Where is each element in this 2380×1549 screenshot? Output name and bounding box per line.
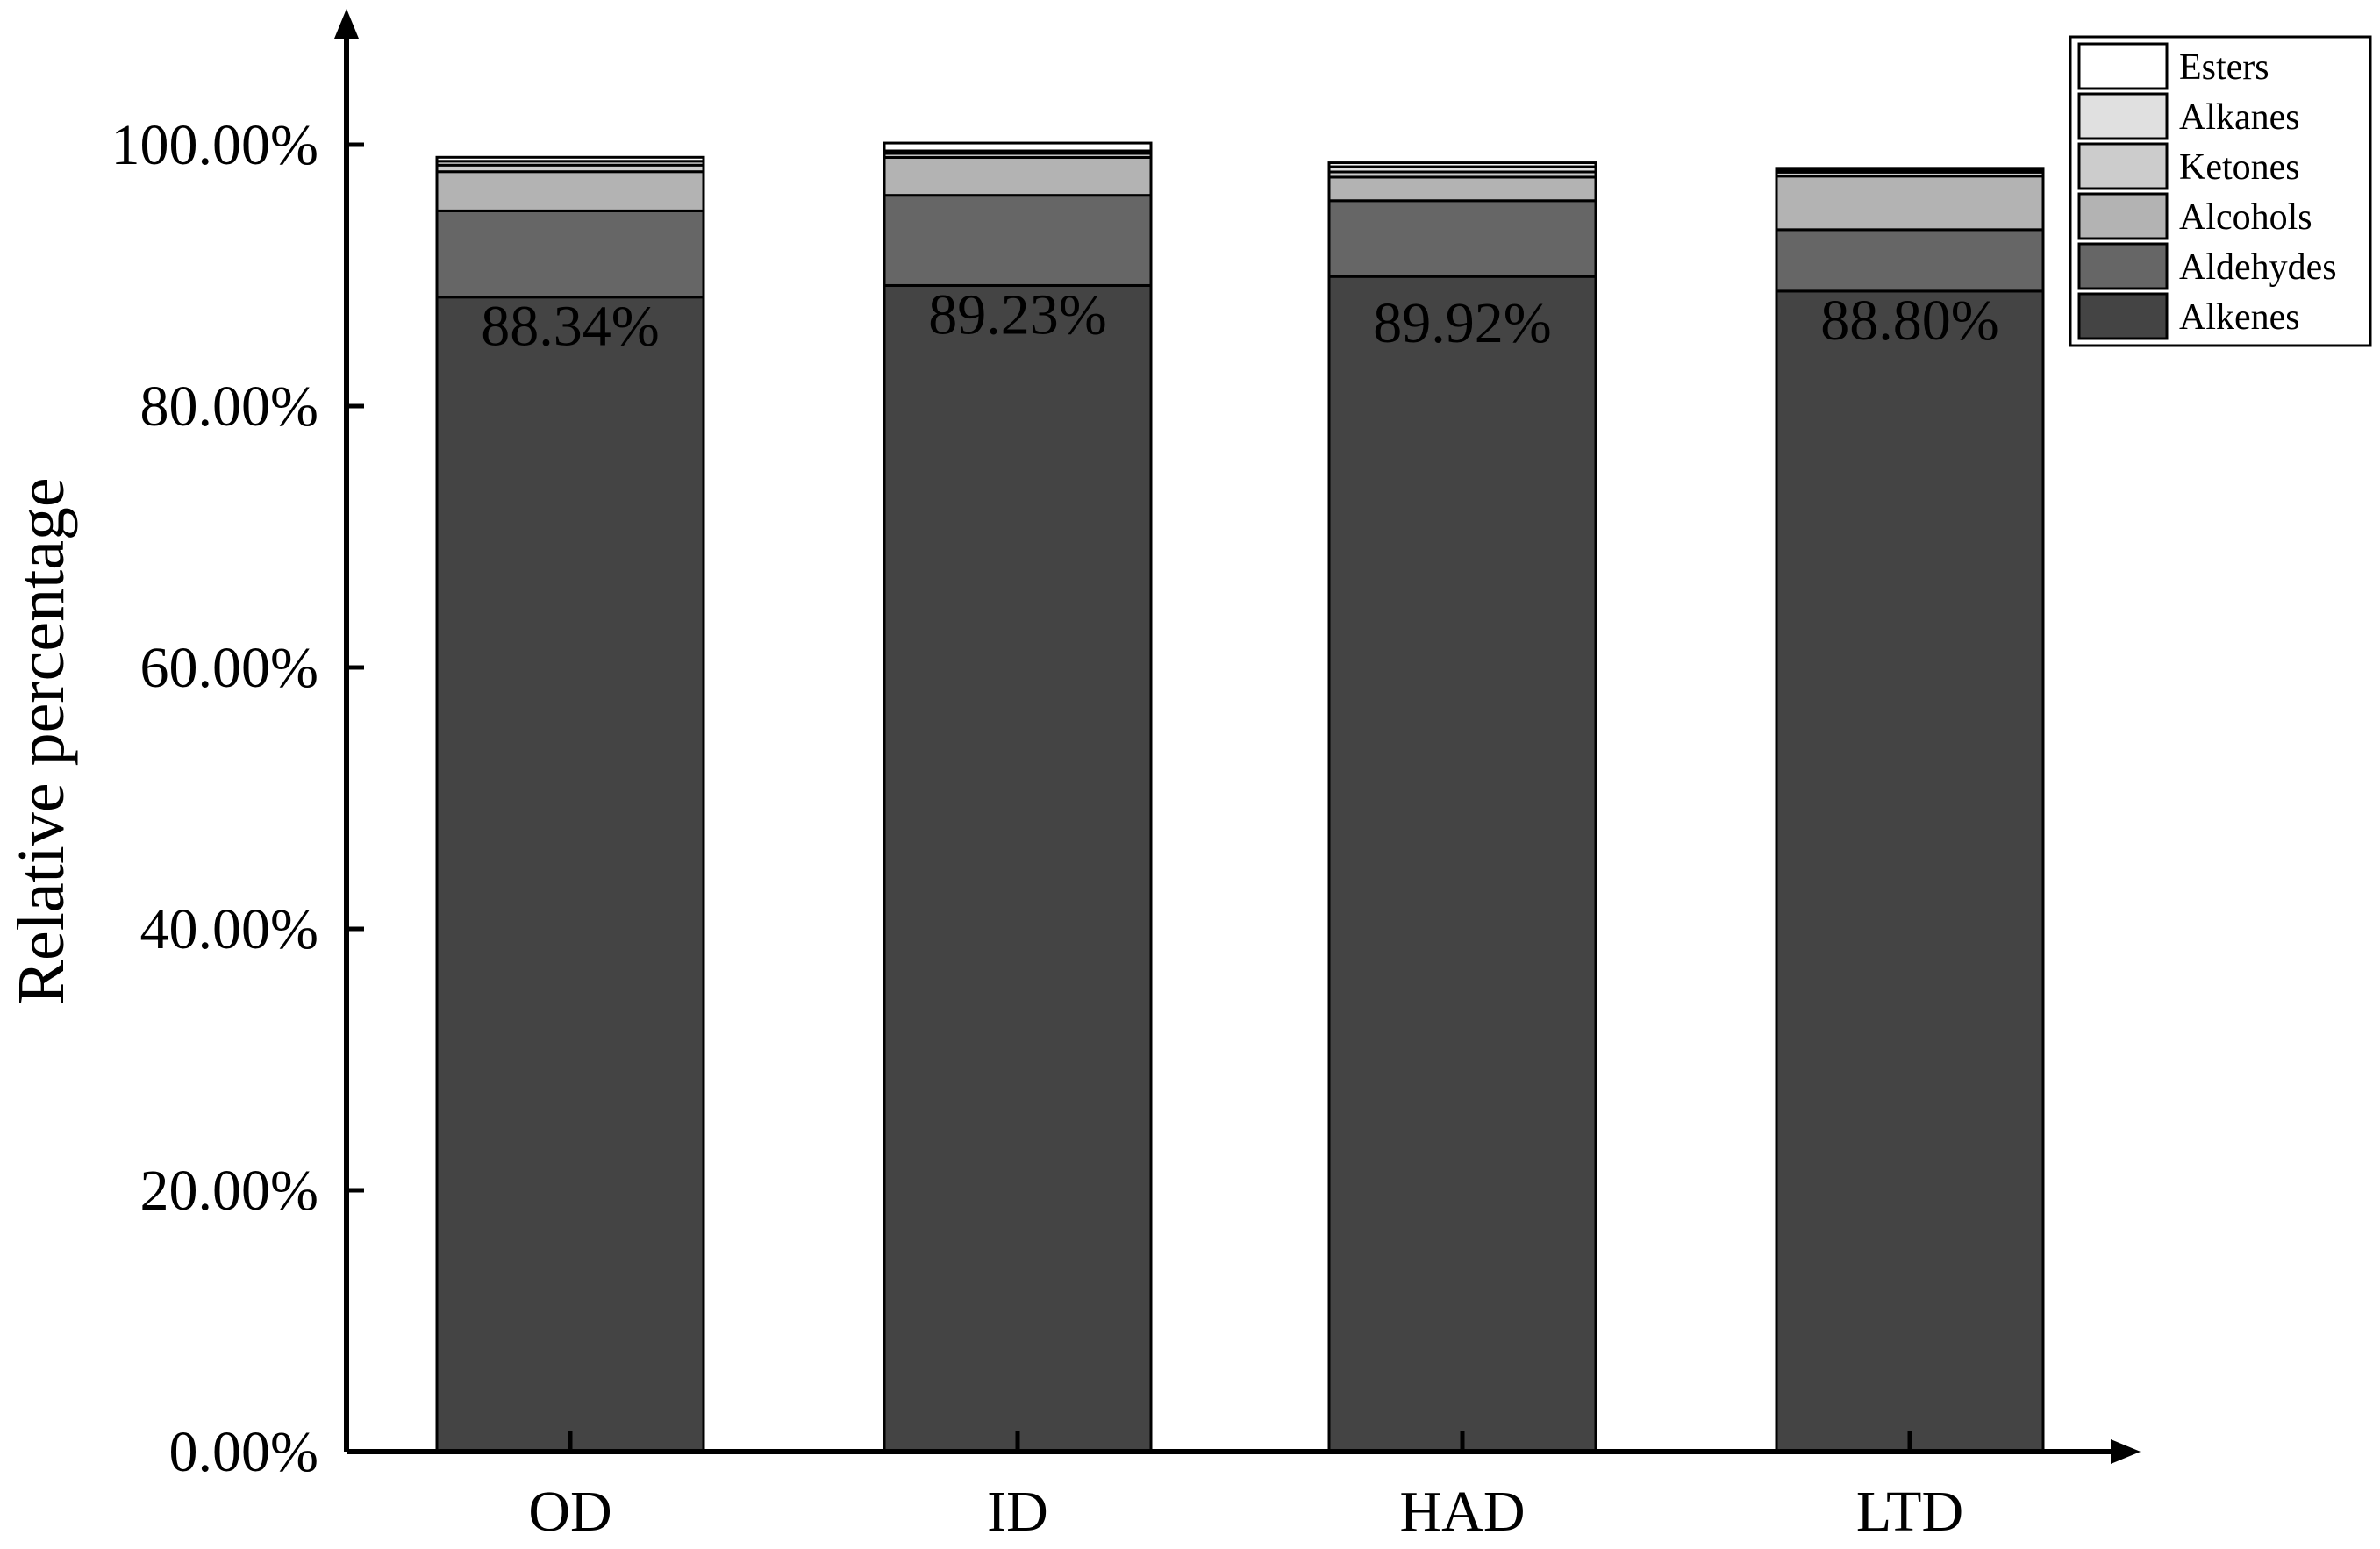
data-label: 89.23% (928, 282, 1106, 346)
bar-segment-alcohols-ltd (1775, 175, 2045, 232)
bar-segment-esters-od (435, 155, 705, 163)
labels-group: 0.00% 20.00% 40.00% 60.00% 80.00% 100.00% OD ID… (111, 113, 1999, 1544)
legend-swatch-alcohols (2077, 192, 2169, 240)
legend-label-aldehydes: Aldehydes (2179, 247, 2337, 288)
bar-segment-esters-id (883, 141, 1153, 153)
bar-segment-alkenes-id (883, 283, 1153, 1453)
y-axis-title: Relative percentage (4, 477, 78, 1004)
bar-segment-aldehydes-ltd (1775, 228, 2045, 293)
legend-swatch-alkanes (2077, 92, 2169, 140)
y-tick-label: 80.00% (140, 375, 318, 439)
data-label: 89.92% (1373, 291, 1551, 355)
x-tick-label: LTD (1856, 1480, 1963, 1544)
data-label: 88.34% (481, 295, 659, 359)
legend-swatch-aldehydes (2077, 242, 2169, 290)
y-tick-label: 40.00% (140, 897, 318, 961)
bar-segment-aldehydes-od (435, 209, 705, 299)
bar-segment-alkenes-od (435, 296, 705, 1453)
bar-segment-alcohols-id (883, 155, 1153, 197)
data-label: 88.80% (1820, 289, 1998, 353)
y-axis-arrow (334, 9, 359, 39)
legend-swatch-ketones (2077, 142, 2169, 190)
bar-segment-alkenes-had (1327, 275, 1597, 1453)
x-tick-label: HAD (1400, 1480, 1526, 1544)
bar-segment-aldehydes-had (1327, 199, 1597, 278)
legend-label-ketones: Ketones (2179, 147, 2300, 188)
legend-label-esters: Esters (2179, 47, 2269, 88)
legend: Esters Alkanes Ketones Alcohols Aldehydes Alk… (2069, 35, 2372, 347)
legend-swatch-esters (2077, 42, 2169, 90)
x-tick-label: OD (528, 1480, 611, 1544)
bar-segment-aldehydes-id (883, 194, 1153, 287)
legend-label-alkenes: Alkenes (2179, 297, 2300, 338)
bars-group (435, 141, 2045, 1453)
x-axis-arrow (2111, 1439, 2141, 1464)
y-tick-label: 20.00% (140, 1159, 318, 1223)
legend-label-alcohols: Alcohols (2179, 197, 2312, 238)
bar-segment-alcohols-had (1327, 175, 1597, 203)
y-tick-label: 60.00% (140, 636, 318, 700)
legend-swatch-alkenes (2077, 292, 2169, 340)
bar-segment-esters-had (1327, 161, 1597, 168)
bar-segment-esters-ltd (1775, 167, 2045, 171)
y-tick-label: 0.00% (169, 1420, 318, 1484)
x-tick-label: ID (987, 1480, 1048, 1544)
bar-segment-alcohols-od (435, 170, 705, 212)
bar-segment-alkenes-ltd (1775, 289, 2045, 1453)
y-tick-label: 100.00% (111, 113, 318, 177)
legend-label-alkanes: Alkanes (2179, 97, 2300, 138)
axes-group (334, 9, 2141, 1464)
